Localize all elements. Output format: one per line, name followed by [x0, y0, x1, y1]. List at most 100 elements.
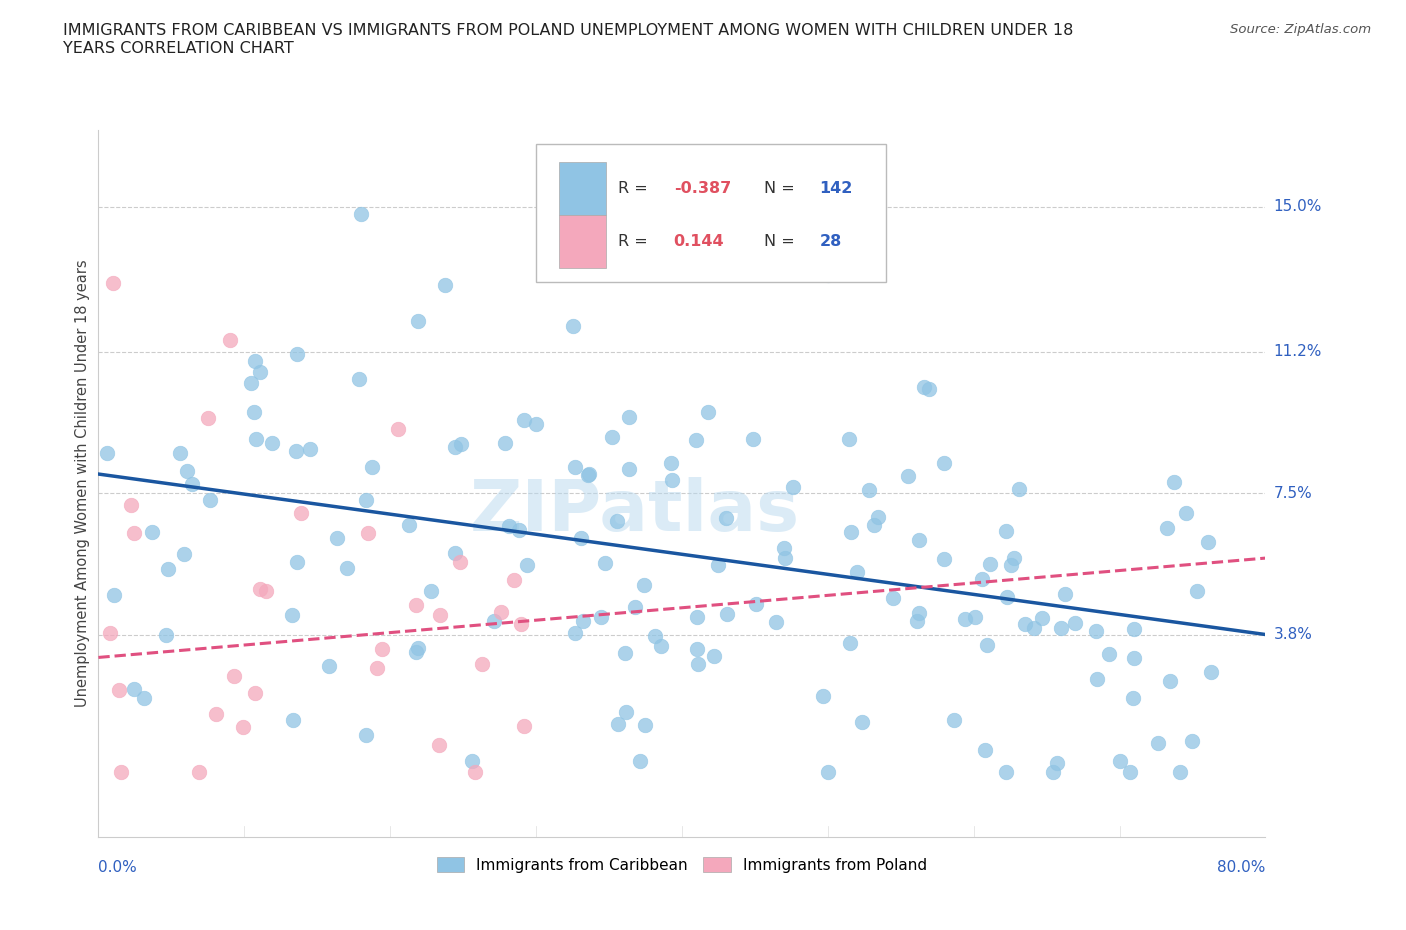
Point [995, 524, 1018, 538]
Point [298, 441, 321, 456]
Point [318, 659, 340, 674]
Point [811, 689, 834, 704]
Point [644, 629, 666, 644]
Point [1119, 764, 1142, 779]
Point [281, 607, 304, 622]
Point [851, 714, 873, 729]
Point [765, 615, 787, 630]
Point [688, 657, 710, 671]
Point [205, 707, 228, 722]
Point [405, 644, 427, 659]
FancyBboxPatch shape [560, 215, 606, 268]
Text: 3.8%: 3.8% [1274, 627, 1313, 642]
Point [593, 555, 616, 570]
Point [110, 764, 132, 779]
Point [628, 753, 651, 768]
Text: 7.5%: 7.5% [1274, 485, 1312, 500]
Point [173, 546, 195, 561]
Text: 11.2%: 11.2% [1274, 344, 1322, 359]
Point [188, 764, 211, 779]
Point [716, 606, 738, 621]
Point [406, 314, 429, 329]
Point [591, 610, 613, 625]
Point [157, 561, 180, 576]
Point [285, 554, 308, 569]
Point [907, 605, 929, 620]
Point [101, 275, 124, 290]
Point [464, 764, 486, 779]
Point [516, 558, 538, 573]
Point [943, 713, 966, 728]
Point [817, 764, 839, 779]
Point [974, 742, 997, 757]
Point [132, 691, 155, 706]
Point [471, 657, 494, 671]
Point [976, 638, 998, 653]
Point [572, 613, 595, 628]
Text: 80.0%: 80.0% [1218, 860, 1265, 875]
Point [882, 591, 904, 605]
Point [494, 435, 516, 450]
Point [1063, 616, 1085, 631]
Point [634, 718, 657, 733]
Point [398, 518, 420, 533]
Point [524, 417, 547, 432]
Point [510, 617, 533, 631]
Point [1050, 620, 1073, 635]
Point [1122, 621, 1144, 636]
Point [1147, 736, 1170, 751]
Point [616, 704, 638, 719]
Point [224, 668, 246, 683]
Point [932, 456, 955, 471]
Point [1008, 482, 1031, 497]
Point [285, 346, 308, 361]
Point [120, 498, 142, 512]
Point [169, 445, 191, 460]
Point [503, 572, 526, 587]
Point [326, 531, 349, 546]
Point [249, 581, 271, 596]
Point [176, 464, 198, 479]
Point [245, 432, 267, 446]
Point [122, 525, 145, 540]
Point [290, 505, 312, 520]
Point [995, 590, 1018, 604]
Point [513, 413, 536, 428]
Point [1014, 617, 1036, 631]
Point [155, 628, 177, 643]
Point [387, 422, 409, 437]
Point [839, 636, 862, 651]
Point [650, 638, 672, 653]
Point [955, 612, 977, 627]
Point [443, 545, 465, 560]
Point [742, 432, 765, 446]
Point [429, 737, 451, 752]
Point [934, 551, 956, 566]
Point [963, 609, 986, 624]
Point [569, 530, 592, 545]
Point [281, 712, 304, 727]
Point [686, 642, 709, 657]
Point [686, 610, 709, 625]
Point [817, 268, 839, 283]
Point [366, 660, 388, 675]
Point [371, 642, 394, 657]
Point [918, 381, 941, 396]
Point [866, 510, 889, 525]
Point [661, 472, 683, 487]
Point [357, 525, 380, 540]
Point [405, 597, 427, 612]
Point [905, 614, 928, 629]
Point [1031, 611, 1053, 626]
Point [1168, 764, 1191, 779]
Point [1046, 755, 1069, 770]
Point [970, 571, 993, 586]
Point [434, 278, 457, 293]
Point [782, 480, 804, 495]
Text: IMMIGRANTS FROM CARIBBEAN VS IMMIGRANTS FROM POLAND UNEMPLOYMENT AMONG WOMEN WIT: IMMIGRANTS FROM CARIBBEAN VS IMMIGRANTS … [63, 23, 1074, 56]
Point [1156, 521, 1178, 536]
Point [243, 405, 266, 419]
Point [696, 405, 718, 419]
Point [773, 551, 796, 565]
Text: R =: R = [617, 233, 658, 248]
